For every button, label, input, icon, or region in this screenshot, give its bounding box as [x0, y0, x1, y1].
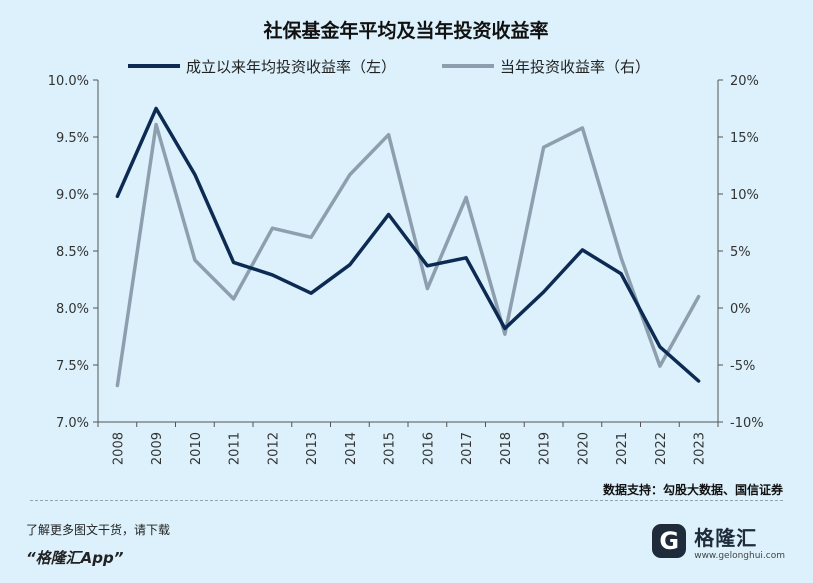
- x-tick-label: 2021: [615, 432, 630, 465]
- x-tick-label: 2014: [344, 432, 359, 465]
- y-tick-label-left: 9.0%: [56, 188, 89, 203]
- x-tick-label: 2018: [499, 432, 514, 465]
- chart-title: 社保基金年平均及当年投资收益率: [262, 19, 548, 42]
- y-tick-label-left: 7.5%: [56, 359, 89, 374]
- x-tick-label: 2022: [654, 432, 669, 465]
- x-tick-label: 2011: [228, 432, 243, 465]
- x-tick-label: 2019: [538, 432, 553, 465]
- x-tick-label: 2010: [189, 432, 204, 465]
- x-tick-label: 2015: [383, 432, 398, 465]
- series-line-1: [115, 106, 701, 383]
- y-tick-label-right: -10%: [730, 416, 764, 431]
- plot-area: 10.0% 9.5% 9.0% 8.5% 8.0% 7.5% 7.0% 20% 15% 10% 5%…: [48, 74, 764, 465]
- divider: [30, 500, 783, 501]
- x-tick-label: 2008: [111, 432, 126, 465]
- legend-label-series-2: 当年投资收益率（右）: [500, 58, 650, 76]
- y-tick-label-left: 7.0%: [56, 416, 89, 431]
- x-tick-label: 2017: [460, 432, 475, 465]
- chart: 社保基金年平均及当年投资收益率 成立以来年均投资收益率（左） 当年投资收益率（右…: [48, 19, 764, 465]
- y-tick-label-right: 0%: [730, 302, 751, 317]
- y-tick-label-right: 10%: [730, 188, 759, 203]
- brand-url: www.gelonghui.com: [694, 550, 785, 561]
- x-tick-label: 2020: [576, 432, 591, 465]
- promo-app-name: “格隆汇App”: [26, 549, 124, 567]
- y-tick-label-left: 8.0%: [56, 302, 89, 317]
- x-tick-label: 2009: [150, 432, 165, 465]
- y-tick-label-right: -5%: [730, 359, 755, 374]
- source-note: 数据支持：勾股大数据、国信证券: [602, 483, 783, 497]
- y-tick-label-left: 9.5%: [56, 131, 89, 146]
- y-tick-label-left: 8.5%: [56, 245, 89, 260]
- legend-label-series-1: 成立以来年均投资收益率（左）: [186, 58, 396, 76]
- y-tick-label-right: 20%: [730, 74, 759, 89]
- brand-name: 格隆汇: [694, 525, 758, 550]
- x-tick-label: 2013: [305, 432, 320, 465]
- promo-line-1: 了解更多图文干货，请下载: [26, 523, 171, 537]
- brand-mark-icon: G: [652, 524, 687, 558]
- brand-logo: G 格隆汇 www.gelonghui.com: [652, 517, 785, 565]
- x-tick-label: 2016: [421, 432, 436, 465]
- y-tick-label-right: 5%: [730, 245, 751, 260]
- x-tick-label: 2023: [693, 432, 708, 465]
- y-tick-label-left: 10.0%: [48, 74, 89, 89]
- x-tick-label: 2012: [266, 432, 281, 465]
- y-tick-label-right: 15%: [730, 131, 759, 146]
- legend: 成立以来年均投资收益率（左） 当年投资收益率（右）: [128, 58, 650, 76]
- series-line-2: [115, 122, 701, 388]
